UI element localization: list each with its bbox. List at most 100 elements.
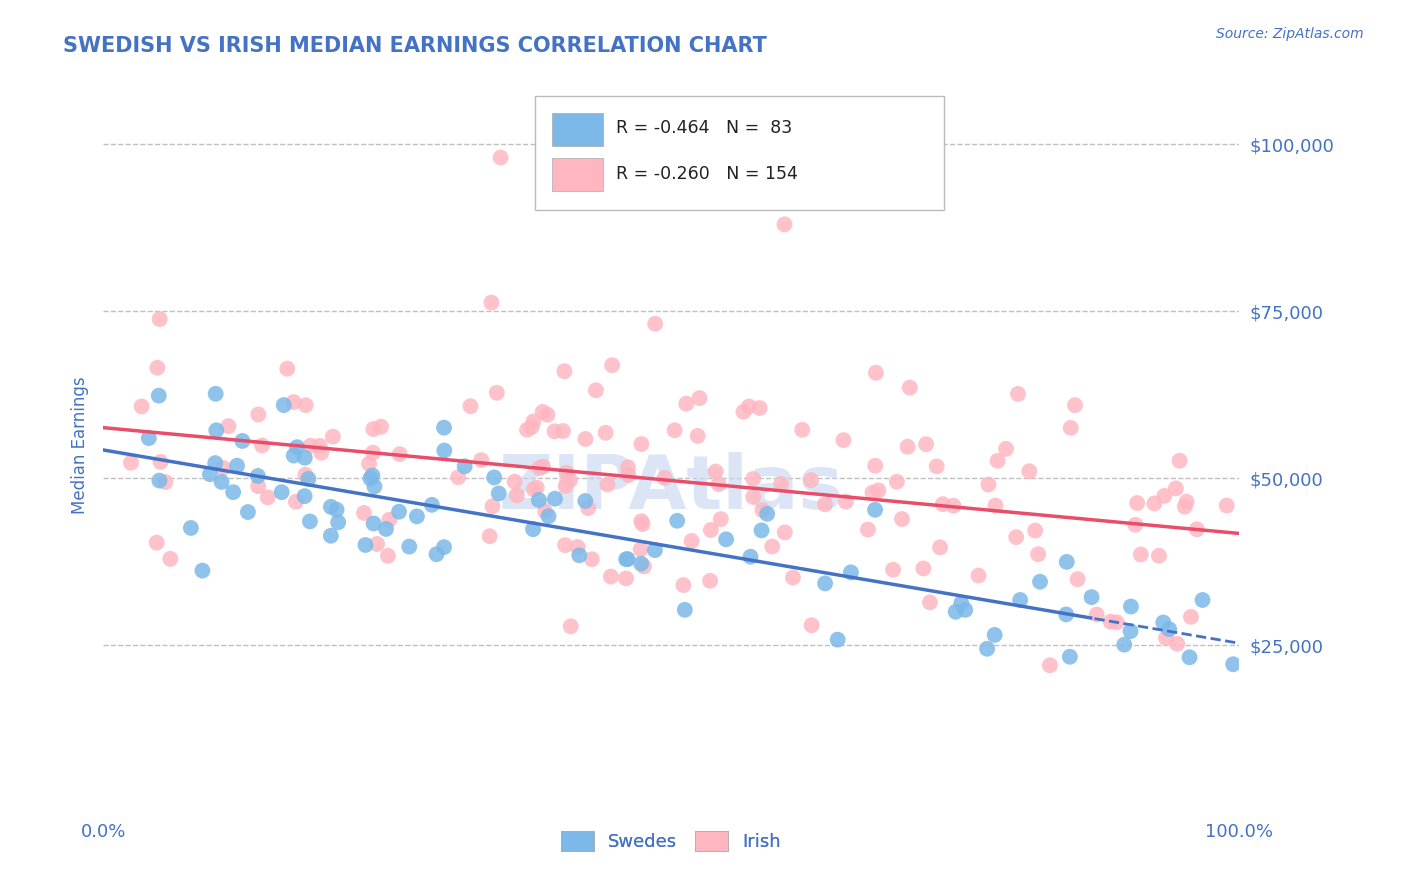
Irish [1007, 387, 1029, 401]
Swedes [270, 485, 292, 500]
Irish [523, 483, 546, 497]
Irish [1026, 547, 1049, 561]
Irish [1105, 615, 1128, 630]
Irish [353, 506, 375, 520]
Swedes [614, 552, 637, 566]
Irish [212, 461, 235, 475]
Irish [865, 458, 887, 473]
Swedes [863, 503, 886, 517]
Irish [987, 454, 1010, 468]
Irish [503, 475, 526, 489]
Irish [868, 483, 890, 498]
Irish [1039, 658, 1062, 673]
Irish [800, 473, 823, 487]
Swedes [522, 522, 544, 536]
Text: R = -0.464   N =  83: R = -0.464 N = 83 [616, 120, 793, 137]
Irish [294, 398, 316, 412]
Irish [576, 501, 599, 516]
Swedes [363, 516, 385, 531]
Swedes [205, 423, 228, 437]
Irish [247, 479, 270, 493]
Irish [1099, 615, 1122, 629]
Swedes [568, 549, 591, 563]
Irish [520, 420, 543, 434]
Irish [460, 399, 482, 413]
Irish [672, 578, 695, 592]
Swedes [285, 440, 308, 454]
Irish [773, 525, 796, 540]
Irish [560, 619, 582, 633]
Irish [912, 561, 935, 575]
Irish [567, 540, 589, 554]
Irish [131, 400, 153, 414]
Swedes [756, 507, 779, 521]
Irish [363, 422, 385, 436]
Swedes [138, 431, 160, 445]
Irish [595, 425, 617, 440]
Swedes [827, 632, 849, 647]
Irish [1175, 494, 1198, 508]
Swedes [398, 540, 420, 554]
Irish [585, 384, 607, 398]
Text: ZIPAtlas: ZIPAtlas [498, 452, 844, 525]
Irish [558, 473, 581, 487]
Irish [942, 499, 965, 513]
Irish [1024, 524, 1046, 538]
Irish [738, 400, 761, 414]
Irish [481, 500, 503, 514]
Irish [1154, 631, 1177, 645]
Irish [470, 453, 492, 467]
Irish [929, 541, 952, 555]
Swedes [1222, 657, 1244, 672]
Swedes [294, 489, 316, 503]
Irish [704, 465, 727, 479]
Swedes [319, 500, 342, 514]
Irish [581, 552, 603, 566]
Swedes [246, 469, 269, 483]
Swedes [273, 398, 295, 412]
Irish [977, 477, 1000, 491]
Irish [308, 439, 330, 453]
Irish [534, 504, 557, 518]
Irish [800, 618, 823, 632]
Swedes [433, 443, 456, 458]
Swedes [1080, 590, 1102, 604]
Irish [967, 568, 990, 582]
Irish [915, 437, 938, 451]
Irish [630, 542, 652, 557]
Y-axis label: Median Earnings: Median Earnings [72, 376, 89, 514]
Swedes [1152, 615, 1174, 630]
Irish [553, 364, 575, 378]
Irish [769, 477, 792, 491]
Irish [555, 466, 578, 480]
Swedes [298, 515, 321, 529]
Irish [276, 361, 298, 376]
Irish [631, 517, 654, 532]
Irish [256, 491, 278, 505]
Swedes [527, 492, 550, 507]
Swedes [955, 603, 977, 617]
Swedes [204, 456, 226, 470]
Irish [773, 218, 796, 232]
Irish [1180, 610, 1202, 624]
Irish [1064, 398, 1087, 412]
Irish [856, 523, 879, 537]
Swedes [983, 628, 1005, 642]
Irish [531, 405, 554, 419]
Swedes [1056, 555, 1078, 569]
Swedes [666, 514, 689, 528]
Swedes [1114, 638, 1136, 652]
Swedes [198, 467, 221, 482]
Irish [377, 549, 399, 563]
Irish [630, 514, 652, 528]
Swedes [814, 576, 837, 591]
Irish [630, 437, 652, 451]
Irish [489, 151, 512, 165]
Swedes [482, 470, 505, 484]
Irish [388, 447, 411, 461]
Swedes [1191, 593, 1213, 607]
Irish [478, 529, 501, 543]
Irish [898, 381, 921, 395]
Irish [699, 574, 721, 588]
Irish [633, 559, 655, 574]
